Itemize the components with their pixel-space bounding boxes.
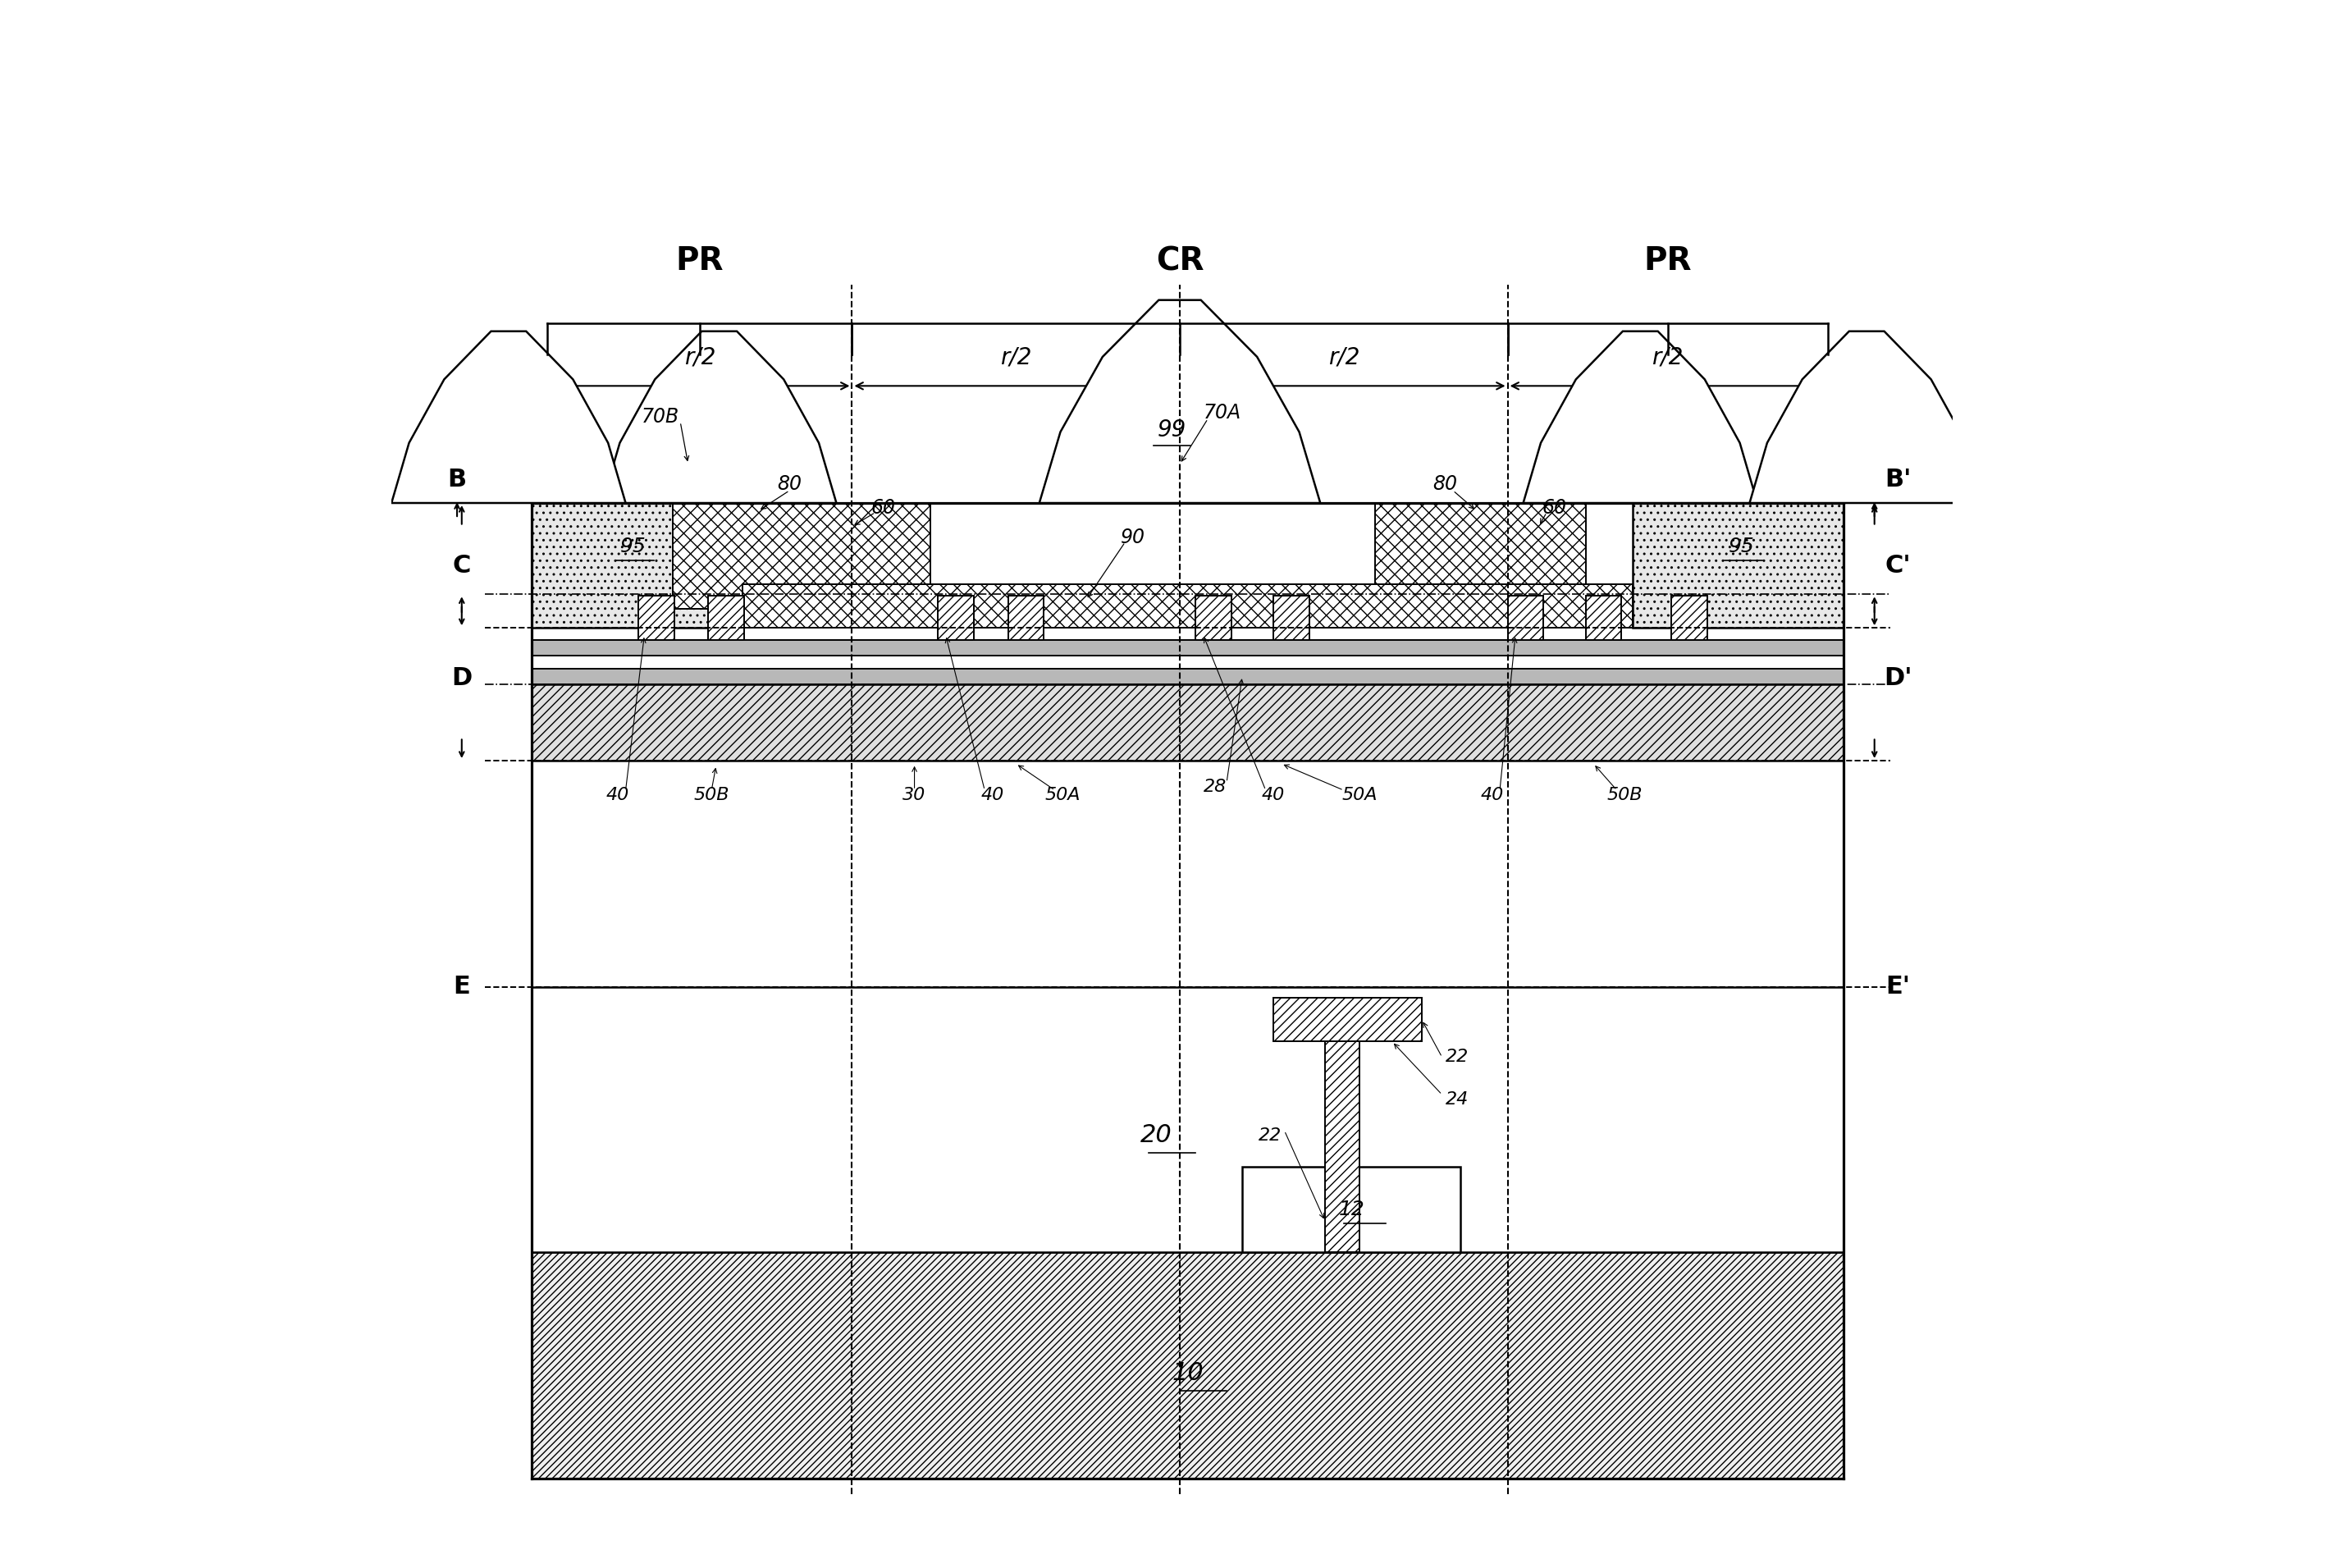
Text: D': D'	[1885, 666, 1913, 690]
Text: 70B: 70B	[642, 408, 680, 426]
Text: D: D	[452, 666, 471, 690]
Text: 40: 40	[980, 787, 1003, 803]
Text: r/2: r/2	[684, 347, 715, 368]
Bar	[532, 655, 1842, 668]
Text: 80: 80	[1432, 475, 1458, 494]
Polygon shape	[1524, 331, 1758, 503]
Bar	[532, 1253, 1842, 1479]
Text: 60: 60	[872, 497, 895, 517]
Bar	[1195, 596, 1231, 640]
Text: 50B: 50B	[1608, 787, 1643, 803]
Text: 12: 12	[1338, 1200, 1364, 1220]
Bar	[938, 596, 973, 640]
Bar	[532, 503, 743, 627]
Bar	[532, 668, 1842, 684]
Text: 10: 10	[1172, 1361, 1202, 1385]
Text: r/2: r/2	[1653, 347, 1683, 368]
Text: 30: 30	[902, 787, 926, 803]
Text: 40: 40	[1481, 787, 1503, 803]
Polygon shape	[1038, 299, 1320, 503]
Text: 70A: 70A	[1202, 403, 1240, 422]
Text: 99: 99	[1158, 419, 1186, 441]
Text: 50A: 50A	[1045, 787, 1081, 803]
Text: 60: 60	[1542, 497, 1566, 517]
Text: 50A: 50A	[1341, 787, 1378, 803]
Bar	[1273, 997, 1423, 1041]
Text: 20: 20	[1142, 1123, 1172, 1148]
Bar	[1273, 596, 1310, 640]
Polygon shape	[1749, 331, 1983, 503]
Text: CR: CR	[1156, 246, 1205, 276]
Text: 24: 24	[1446, 1091, 1467, 1107]
Text: 90: 90	[1120, 527, 1146, 547]
Bar	[1585, 596, 1622, 640]
Bar	[1324, 1041, 1360, 1253]
Text: PR: PR	[1643, 246, 1692, 276]
Text: E': E'	[1885, 975, 1910, 999]
Text: B: B	[448, 467, 466, 491]
Text: C': C'	[1885, 554, 1910, 577]
Bar	[1671, 596, 1706, 640]
Bar	[1507, 596, 1545, 640]
Text: 95: 95	[1730, 536, 1756, 557]
Text: 22: 22	[1446, 1049, 1467, 1065]
Text: 80: 80	[778, 475, 802, 494]
Text: PR: PR	[675, 246, 724, 276]
Text: r/2: r/2	[1001, 347, 1031, 368]
Bar	[1242, 1167, 1460, 1253]
Text: B': B'	[1885, 467, 1910, 491]
Bar	[708, 596, 745, 640]
Text: 28: 28	[1202, 779, 1226, 795]
Bar	[532, 640, 1842, 655]
Polygon shape	[391, 331, 626, 503]
Text: 40: 40	[1261, 787, 1285, 803]
Bar	[638, 596, 675, 640]
Bar	[532, 684, 1842, 760]
Bar	[1631, 503, 1842, 627]
Bar	[532, 986, 1842, 1253]
Text: 40: 40	[607, 787, 631, 803]
Polygon shape	[602, 331, 837, 503]
Bar	[743, 585, 1631, 627]
Bar	[1008, 596, 1043, 640]
Text: r/2: r/2	[1329, 347, 1360, 368]
Text: 22: 22	[1259, 1127, 1282, 1143]
Text: C: C	[452, 554, 471, 577]
Text: 95: 95	[621, 536, 647, 557]
Text: E: E	[452, 975, 471, 999]
Text: 50B: 50B	[694, 787, 729, 803]
Bar	[1376, 503, 1585, 608]
Bar	[673, 503, 931, 608]
